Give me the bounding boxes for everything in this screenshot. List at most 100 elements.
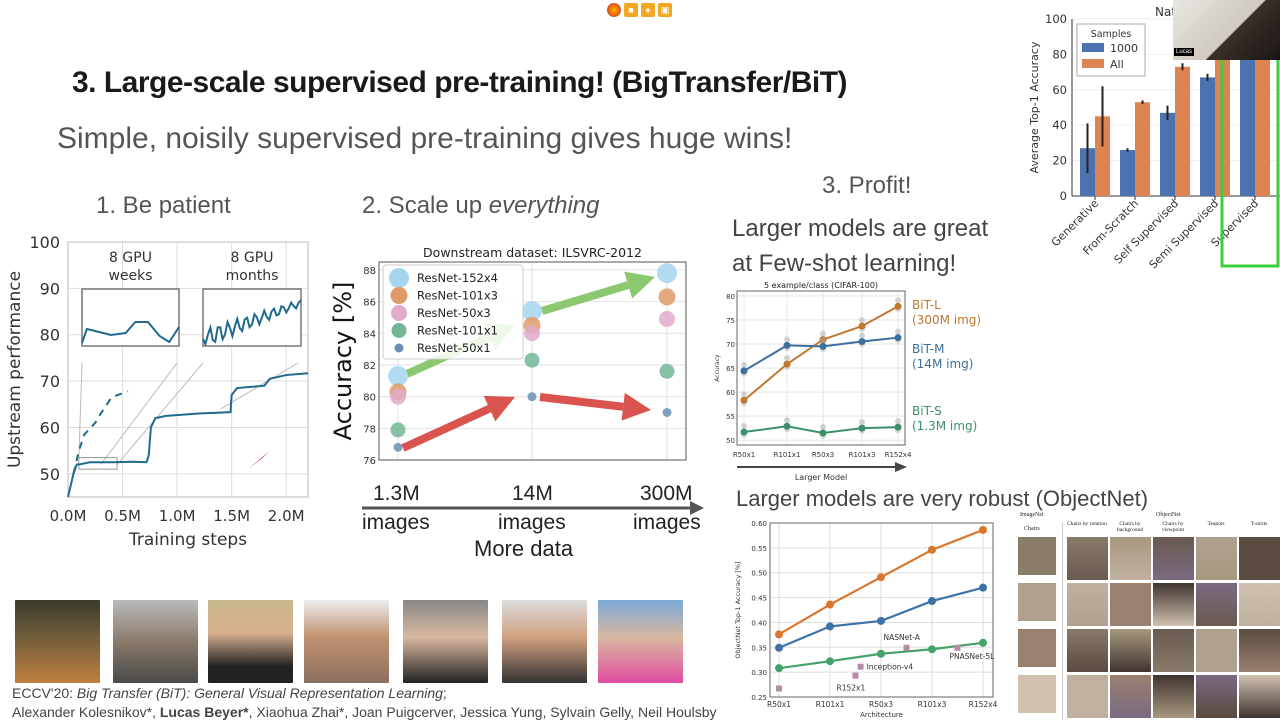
legend-label: ResNet-50x1 xyxy=(417,341,491,355)
seed-point xyxy=(895,328,901,335)
y-tick-label: 0.45 xyxy=(751,595,767,603)
grid-column-header: Chairs by rotation xyxy=(1067,521,1107,527)
author-photo-2 xyxy=(113,600,198,683)
grid-chairs-label: Chairs xyxy=(1024,526,1040,532)
data-point xyxy=(826,657,834,666)
plot-frame xyxy=(378,261,687,461)
section-profit: 3. Profit! xyxy=(822,172,912,199)
x-tick-label: R101x3 xyxy=(849,451,876,459)
baseline-point xyxy=(954,644,961,651)
grid-imagenet-header: ImageNet xyxy=(1020,512,1044,518)
section-scale-up: 2. Scale up everything xyxy=(362,192,599,220)
legend-label: ResNet-101x3 xyxy=(417,289,498,303)
objectnet-image xyxy=(1239,583,1280,626)
inset-line xyxy=(81,321,180,344)
data-amount-3: 300M xyxy=(640,482,693,505)
y-tick-label: 60 xyxy=(726,389,735,397)
data-point xyxy=(740,367,748,375)
objectnet-image xyxy=(1110,675,1151,718)
legend-marker xyxy=(391,305,407,321)
data-point xyxy=(740,428,748,436)
x-tick-label: R152x4 xyxy=(885,451,912,459)
bar xyxy=(1120,149,1135,196)
bar xyxy=(1160,112,1175,196)
data-point xyxy=(979,525,987,534)
firefox-icon xyxy=(607,3,621,17)
zoom-connector xyxy=(100,362,178,465)
legend-marker xyxy=(390,287,408,304)
data-point xyxy=(775,630,783,639)
data-point xyxy=(662,407,672,417)
baseline-point xyxy=(852,672,859,679)
y-tick-label: 0.40 xyxy=(751,619,767,627)
series-label: BiT-L xyxy=(912,298,941,312)
webcam-name: Lucas xyxy=(1174,48,1195,56)
seed-point xyxy=(741,361,747,368)
data-point xyxy=(819,342,827,350)
authors-first: Alexander Kolesnikov*, xyxy=(12,704,160,720)
legend-swatch xyxy=(1082,59,1104,68)
zoom-connector xyxy=(78,362,83,458)
y-tick-label: 0.30 xyxy=(751,669,767,677)
data-unit-3: images xyxy=(633,511,701,534)
microphone-icon[interactable]: ● xyxy=(641,3,655,17)
y-tick-label: 60 xyxy=(1052,83,1067,97)
data-point xyxy=(783,341,791,349)
series-line xyxy=(743,305,899,402)
y-tick-label: 100 xyxy=(1045,12,1067,26)
y-tick-label: 88 xyxy=(363,266,376,277)
legend-swatch xyxy=(1082,43,1104,52)
author-highlight: Lucas Beyer* xyxy=(159,704,249,720)
camera-icon[interactable]: ■ xyxy=(624,3,638,17)
sharing-indicator[interactable]: ■ ● ▣ xyxy=(607,3,672,17)
x-tick-label: Semi Supervised xyxy=(1147,197,1221,270)
inset-line xyxy=(202,299,302,347)
seed-point xyxy=(820,423,826,430)
legend-label: ResNet-50x3 xyxy=(417,306,491,320)
legend-label: ResNet-152x4 xyxy=(417,271,498,285)
imagenet-chair-image xyxy=(1018,675,1056,713)
y-tick-label: 80 xyxy=(1052,47,1067,61)
x-tick-label: 0.5M xyxy=(104,507,141,525)
objectnet-image xyxy=(1110,629,1151,672)
chart-title: Nat xyxy=(1155,5,1176,19)
legend-title: Samples xyxy=(1091,29,1132,40)
inset-box xyxy=(202,288,302,347)
data-point xyxy=(522,301,542,322)
x-tick-label: 1.0M xyxy=(159,507,196,525)
data-point xyxy=(894,423,902,431)
seed-point xyxy=(820,337,826,344)
y-tick-label: 84 xyxy=(363,329,376,340)
section-scale-emphasis: everything xyxy=(488,192,600,219)
fewshot-heading-1: Larger models are great xyxy=(732,215,989,242)
seed-point xyxy=(859,419,865,426)
objectnet-chart: 0.25 0.30 0.35 0.40 0.45 0.50 0.55 0.60 R50x1 R10… xyxy=(734,520,998,719)
data-point xyxy=(390,422,406,438)
citation-venue: ECCV'20: xyxy=(12,685,77,701)
x-axis-label: Architecture xyxy=(860,711,903,719)
webcam-video: Lucas xyxy=(1173,0,1280,60)
seed-point xyxy=(784,417,790,424)
screen-share-icon[interactable]: ▣ xyxy=(658,3,672,17)
inset-label: 8 GPU xyxy=(109,250,152,266)
y-tick-label: 60 xyxy=(40,418,60,437)
data-point xyxy=(979,583,987,592)
grid-divider xyxy=(1062,522,1063,720)
y-tick-label: 0.50 xyxy=(751,570,767,578)
series-label: BiT-M xyxy=(912,342,944,356)
bar xyxy=(1095,116,1110,196)
seed-point xyxy=(741,391,747,398)
imagenet-chair-image xyxy=(1018,629,1056,667)
point-label: PNASNet-5L xyxy=(950,652,996,661)
data-point xyxy=(658,288,676,306)
objectnet-image xyxy=(1110,537,1151,580)
objectnet-image xyxy=(1239,537,1280,580)
grid-column-header: Chairs by background xyxy=(1117,521,1143,533)
y-tick-label: 75 xyxy=(726,317,735,325)
grid-column-header: Teapots xyxy=(1207,521,1225,527)
legend-marker xyxy=(394,343,404,353)
seed-point xyxy=(895,297,901,304)
legend-label: ResNet-101x1 xyxy=(417,324,498,338)
x-tick-label: R101x1 xyxy=(774,451,801,459)
